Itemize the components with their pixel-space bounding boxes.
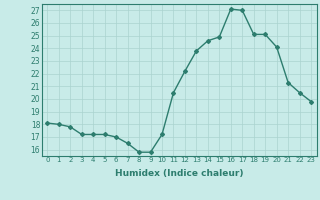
X-axis label: Humidex (Indice chaleur): Humidex (Indice chaleur) [115, 169, 244, 178]
